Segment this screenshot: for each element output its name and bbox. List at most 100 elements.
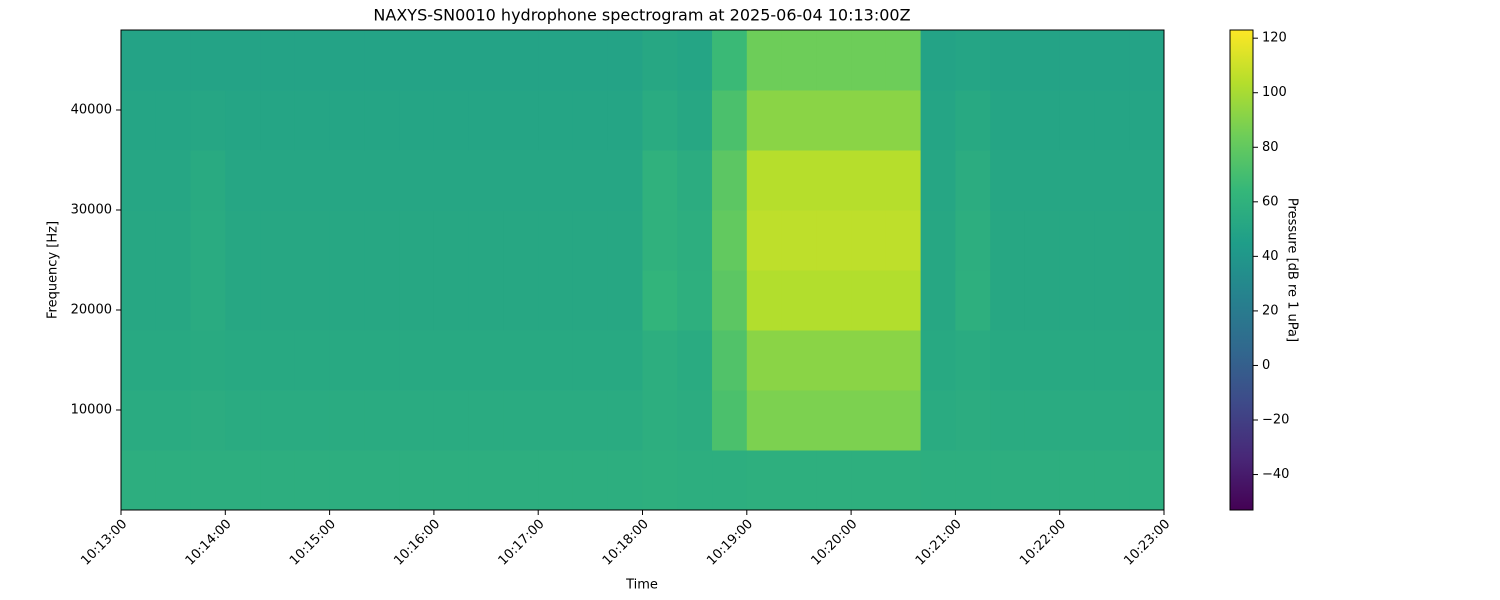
heatmap-cell: [155, 390, 192, 451]
heatmap-cell: [260, 150, 296, 211]
heatmap-cell: [225, 90, 261, 151]
heatmap-cell: [155, 30, 192, 91]
heatmap-cell: [607, 150, 643, 211]
heatmap-cell: [607, 30, 643, 91]
heatmap-cell: [260, 90, 296, 151]
heatmap-cell: [503, 390, 539, 451]
heatmap-cell: [433, 450, 470, 511]
heatmap-cell: [1059, 330, 1095, 391]
heatmap-cell: [1094, 150, 1130, 211]
heatmap-cell: [920, 30, 956, 91]
colorbar-tick-label: 100: [1262, 85, 1287, 100]
heatmap-cell: [920, 90, 956, 151]
heatmap-cell: [433, 390, 470, 451]
heatmap-cell: [1129, 90, 1165, 151]
heatmap-cell: [607, 390, 643, 451]
heatmap-cell: [294, 390, 331, 451]
heatmap-cell: [399, 450, 435, 511]
x-tick-label: 10:22:00: [1017, 517, 1069, 569]
x-tick-label: 10:18:00: [600, 517, 652, 569]
heatmap-cell: [538, 390, 574, 451]
heatmap-cell: [225, 330, 261, 391]
heatmap-cell: [1094, 210, 1130, 271]
heatmap-cell: [677, 450, 713, 511]
heatmap-cell: [399, 330, 435, 391]
heatmap-cell: [538, 270, 574, 331]
heatmap-cell: [155, 270, 192, 331]
heatmap-cell: [677, 270, 713, 331]
heatmap-cell: [1024, 150, 1061, 211]
heatmap-cell: [746, 450, 783, 511]
heatmap-cell: [503, 270, 539, 331]
x-tick-label: 10:19:00: [704, 517, 756, 569]
colorbar-tick-label: 120: [1262, 31, 1287, 46]
heatmap-cell: [851, 210, 887, 271]
heatmap-cell: [1094, 330, 1130, 391]
x-axis-label: Time: [625, 578, 658, 593]
heatmap-cell: [816, 270, 852, 331]
x-tick-label: 10:23:00: [1121, 517, 1173, 569]
heatmap-cell: [816, 450, 852, 511]
heatmap-cell: [642, 450, 678, 511]
heatmap-cell: [746, 30, 783, 91]
heatmap-cell: [433, 210, 470, 271]
heatmap-cell: [712, 390, 748, 451]
heatmap-cell: [851, 270, 887, 331]
heatmap-cell: [712, 330, 748, 391]
heatmap-cell: [816, 150, 852, 211]
heatmap-cell: [121, 150, 157, 211]
heatmap-cell: [190, 390, 226, 451]
heatmap-cell: [538, 330, 574, 391]
heatmap-cell: [851, 330, 887, 391]
heatmap-cell: [364, 90, 400, 151]
heatmap-cell: [503, 210, 539, 271]
heatmap-cell: [746, 90, 783, 151]
heatmap-cell: [503, 90, 539, 151]
heatmap-cell: [642, 390, 678, 451]
heatmap-cell: [885, 390, 922, 451]
heatmap-cell: [746, 390, 783, 451]
colorbar-tick-label: 80: [1262, 140, 1279, 155]
heatmap-cell: [538, 210, 574, 271]
heatmap-cell: [1129, 270, 1165, 331]
heatmap-cell: [1129, 150, 1165, 211]
heatmap-cell: [503, 450, 539, 511]
heatmap-cell: [190, 450, 226, 511]
x-tick-label: 10:20:00: [809, 517, 861, 569]
heatmap-cell: [955, 90, 991, 151]
colorbar-tick-label: 0: [1262, 358, 1270, 373]
x-tick-label: 10:21:00: [913, 517, 965, 569]
heatmap-cell: [677, 30, 713, 91]
heatmap-cell: [399, 150, 435, 211]
heatmap-cell: [781, 150, 817, 211]
heatmap-cell: [990, 450, 1026, 511]
colorbar: [1229, 29, 1254, 511]
heatmap-cell: [121, 450, 157, 511]
heatmap-cell: [364, 330, 400, 391]
colorbar-tick-label: −20: [1262, 413, 1289, 428]
heatmap-cell: [920, 330, 956, 391]
heatmap-cell: [955, 210, 991, 271]
heatmap-cell: [955, 150, 991, 211]
heatmap-cell: [677, 330, 713, 391]
heatmap-cell: [642, 30, 678, 91]
heatmap-cell: [851, 90, 887, 151]
heatmap-cell: [781, 30, 817, 91]
heatmap-cell: [190, 210, 226, 271]
heatmap-cell: [329, 30, 365, 91]
heatmap-cell: [260, 330, 296, 391]
heatmap-cell: [1024, 330, 1061, 391]
heatmap-cell: [329, 270, 365, 331]
colorbar-tick-label: 20: [1262, 303, 1279, 318]
colorbar-tick-label: 60: [1262, 194, 1279, 209]
heatmap-cell: [851, 450, 887, 511]
heatmap-cell: [468, 90, 504, 151]
heatmap-cell: [433, 30, 470, 91]
heatmap-cell: [121, 390, 157, 451]
heatmap-cell: [572, 210, 609, 271]
heatmap-cell: [329, 390, 365, 451]
heatmap-cell: [225, 30, 261, 91]
heatmap-cell: [155, 90, 192, 151]
heatmap-cell: [225, 390, 261, 451]
